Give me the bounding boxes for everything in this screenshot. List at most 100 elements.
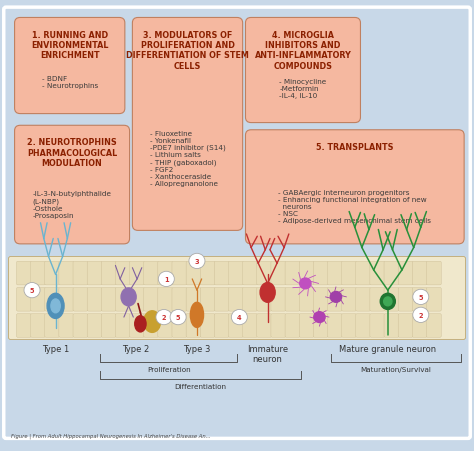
FancyBboxPatch shape bbox=[246, 130, 464, 244]
FancyBboxPatch shape bbox=[427, 262, 441, 285]
FancyBboxPatch shape bbox=[342, 262, 356, 285]
Text: Type 3: Type 3 bbox=[183, 344, 210, 353]
FancyBboxPatch shape bbox=[398, 288, 413, 311]
Ellipse shape bbox=[47, 294, 64, 319]
Circle shape bbox=[170, 310, 186, 325]
FancyBboxPatch shape bbox=[158, 288, 173, 311]
Text: Immature
neuron: Immature neuron bbox=[247, 344, 288, 364]
Text: 4. MICROGLIA
INHIBITORS AND
ANTI-INFLAMMATORY
COMPOUNDS: 4. MICROGLIA INHIBITORS AND ANTI-INFLAMM… bbox=[255, 31, 351, 71]
FancyBboxPatch shape bbox=[384, 314, 399, 337]
FancyBboxPatch shape bbox=[15, 18, 125, 115]
Text: Mature granule neuron: Mature granule neuron bbox=[339, 344, 437, 353]
FancyBboxPatch shape bbox=[101, 288, 116, 311]
FancyBboxPatch shape bbox=[17, 262, 31, 285]
FancyBboxPatch shape bbox=[17, 314, 31, 337]
FancyBboxPatch shape bbox=[370, 262, 385, 285]
Ellipse shape bbox=[191, 303, 203, 328]
FancyBboxPatch shape bbox=[228, 314, 243, 337]
FancyBboxPatch shape bbox=[370, 288, 385, 311]
Text: - GABAergic interneuron progenitors
- Enhancing functional integration of new
  : - GABAergic interneuron progenitors - En… bbox=[278, 182, 431, 223]
FancyBboxPatch shape bbox=[87, 262, 102, 285]
FancyBboxPatch shape bbox=[15, 126, 129, 244]
FancyBboxPatch shape bbox=[186, 314, 201, 337]
FancyBboxPatch shape bbox=[59, 288, 74, 311]
FancyBboxPatch shape bbox=[129, 262, 145, 285]
Text: 5: 5 bbox=[176, 314, 180, 320]
Ellipse shape bbox=[121, 288, 136, 306]
Circle shape bbox=[189, 254, 205, 269]
FancyBboxPatch shape bbox=[200, 314, 215, 337]
FancyBboxPatch shape bbox=[246, 18, 360, 123]
Text: 3. MODULATORS OF
PROLIFERATION AND
DIFFERENTIATION OF STEM
CELLS: 3. MODULATORS OF PROLIFERATION AND DIFFE… bbox=[126, 31, 249, 71]
Circle shape bbox=[231, 310, 247, 325]
FancyBboxPatch shape bbox=[200, 288, 215, 311]
Text: Proliferation: Proliferation bbox=[147, 366, 191, 372]
Text: 4: 4 bbox=[237, 314, 242, 320]
FancyBboxPatch shape bbox=[313, 262, 328, 285]
Text: 3: 3 bbox=[195, 258, 199, 264]
FancyBboxPatch shape bbox=[313, 314, 328, 337]
FancyBboxPatch shape bbox=[116, 314, 130, 337]
Ellipse shape bbox=[135, 316, 146, 332]
FancyBboxPatch shape bbox=[398, 314, 413, 337]
Ellipse shape bbox=[383, 297, 392, 306]
FancyBboxPatch shape bbox=[356, 314, 371, 337]
Ellipse shape bbox=[260, 283, 275, 303]
Circle shape bbox=[156, 310, 172, 325]
FancyBboxPatch shape bbox=[427, 288, 441, 311]
Text: 2: 2 bbox=[419, 312, 423, 318]
FancyBboxPatch shape bbox=[101, 314, 116, 337]
FancyBboxPatch shape bbox=[144, 314, 158, 337]
FancyBboxPatch shape bbox=[257, 262, 272, 285]
Ellipse shape bbox=[144, 311, 161, 333]
Text: 5: 5 bbox=[30, 287, 34, 294]
FancyBboxPatch shape bbox=[299, 262, 314, 285]
FancyBboxPatch shape bbox=[285, 262, 300, 285]
FancyBboxPatch shape bbox=[158, 314, 173, 337]
FancyBboxPatch shape bbox=[328, 288, 342, 311]
FancyBboxPatch shape bbox=[116, 262, 130, 285]
Text: - Minocycline
-Metformin
-IL-4, IL-10: - Minocycline -Metformin -IL-4, IL-10 bbox=[279, 72, 327, 98]
FancyBboxPatch shape bbox=[31, 262, 46, 285]
FancyBboxPatch shape bbox=[299, 288, 314, 311]
Text: 2. NEUROTROPHINS
PHARMACOLOGICAL
MODULATION: 2. NEUROTROPHINS PHARMACOLOGICAL MODULAT… bbox=[27, 138, 117, 168]
FancyBboxPatch shape bbox=[398, 262, 413, 285]
FancyBboxPatch shape bbox=[257, 288, 272, 311]
FancyBboxPatch shape bbox=[412, 288, 427, 311]
FancyBboxPatch shape bbox=[384, 262, 399, 285]
FancyBboxPatch shape bbox=[132, 18, 243, 231]
FancyBboxPatch shape bbox=[144, 288, 158, 311]
Ellipse shape bbox=[314, 312, 325, 323]
FancyBboxPatch shape bbox=[299, 314, 314, 337]
Text: Figure | From Adult Hippocampal Neurogenesis In Alzheimer's Disease An...: Figure | From Adult Hippocampal Neurogen… bbox=[11, 433, 210, 438]
FancyBboxPatch shape bbox=[4, 8, 470, 438]
FancyBboxPatch shape bbox=[73, 262, 88, 285]
FancyBboxPatch shape bbox=[228, 288, 243, 311]
FancyBboxPatch shape bbox=[59, 314, 74, 337]
FancyBboxPatch shape bbox=[116, 288, 130, 311]
FancyBboxPatch shape bbox=[214, 288, 229, 311]
Circle shape bbox=[413, 308, 429, 323]
FancyBboxPatch shape bbox=[243, 288, 257, 311]
FancyBboxPatch shape bbox=[87, 314, 102, 337]
FancyBboxPatch shape bbox=[129, 314, 145, 337]
FancyBboxPatch shape bbox=[144, 262, 158, 285]
FancyBboxPatch shape bbox=[186, 288, 201, 311]
FancyBboxPatch shape bbox=[31, 288, 46, 311]
FancyBboxPatch shape bbox=[186, 262, 201, 285]
FancyBboxPatch shape bbox=[59, 262, 74, 285]
Text: Type 1: Type 1 bbox=[42, 344, 69, 353]
Text: Differentiation: Differentiation bbox=[174, 383, 227, 389]
FancyBboxPatch shape bbox=[271, 314, 286, 337]
Ellipse shape bbox=[51, 299, 60, 313]
Text: 1: 1 bbox=[164, 276, 169, 282]
FancyBboxPatch shape bbox=[31, 314, 46, 337]
FancyBboxPatch shape bbox=[384, 288, 399, 311]
FancyBboxPatch shape bbox=[356, 288, 371, 311]
Text: -IL-3-N-butylphthalide
(L-NBP)
-Osthole
-Prosaposin: -IL-3-N-butylphthalide (L-NBP) -Osthole … bbox=[33, 184, 111, 218]
Text: 5. TRANSPLANTS: 5. TRANSPLANTS bbox=[316, 143, 393, 152]
FancyBboxPatch shape bbox=[129, 288, 145, 311]
FancyBboxPatch shape bbox=[356, 262, 371, 285]
Text: 1. RUNNING AND
ENVIRONMENTAL
ENRICHMENT: 1. RUNNING AND ENVIRONMENTAL ENRICHMENT bbox=[31, 31, 109, 60]
Text: 5: 5 bbox=[419, 294, 423, 300]
